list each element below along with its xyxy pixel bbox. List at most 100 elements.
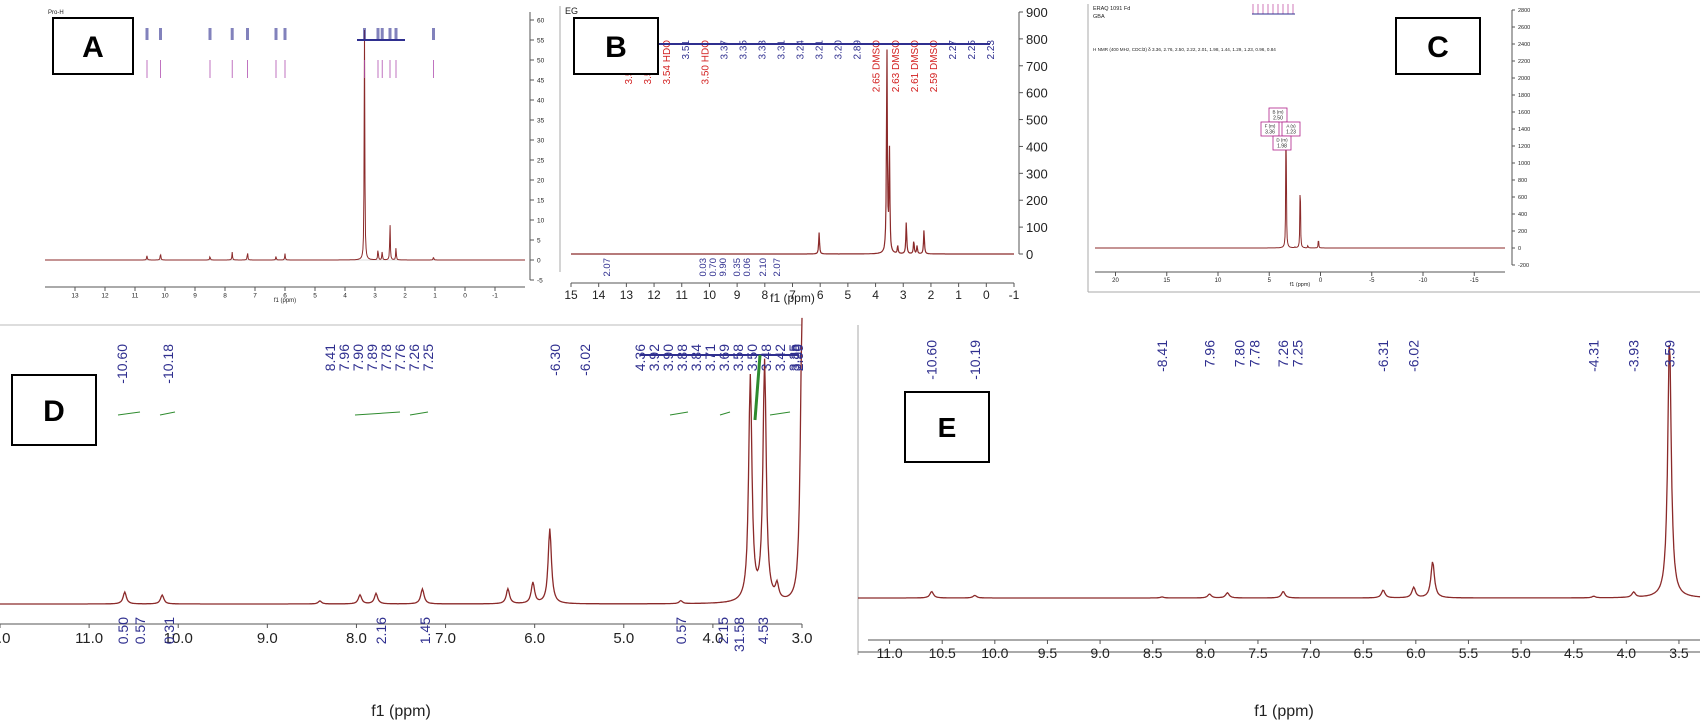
peak-label-D-16: 3.84 xyxy=(688,344,704,371)
box-label-line1-C-3: D (m) xyxy=(1276,138,1288,143)
x-tick-label-A-12: 1 xyxy=(433,293,437,300)
peak-label-E-0: -10.60 xyxy=(924,340,940,380)
x-tick-label-C-1: 15 xyxy=(1163,278,1170,284)
integral-label-B-7: 2.07 xyxy=(772,258,783,277)
peak-label-B-11: 3.24 xyxy=(796,40,807,60)
y-tick-label-C-3: 2200 xyxy=(1518,59,1530,65)
integral-label-B-4: 0.35 xyxy=(732,258,743,277)
y-tick-label-A-4: 40 xyxy=(537,97,545,104)
box-label-C-1 xyxy=(1260,121,1280,137)
peak-label-D-25: 2.99 xyxy=(790,344,806,371)
y-tick-label-C-1: 2600 xyxy=(1518,25,1530,31)
panel-label-D: D xyxy=(43,395,65,428)
x-tick-label-A-14: -1 xyxy=(492,293,498,300)
box-label-line2-C-0: 2.50 xyxy=(1273,116,1283,122)
peak-label-D-6: 7.78 xyxy=(378,344,394,371)
peak-label-A-5 xyxy=(274,28,278,40)
x-tick-label-B-1: 14 xyxy=(592,288,606,302)
y-tick-label-C-5: 1800 xyxy=(1518,93,1530,99)
peak-label-B-8: 3.35 xyxy=(738,40,749,60)
spectrum-trace-B xyxy=(571,49,1014,255)
peak-label-E-3: 7.96 xyxy=(1202,340,1218,367)
integral-label-B-2: 0.70 xyxy=(708,258,719,277)
y-tick-label-B-1: 800 xyxy=(1026,32,1048,47)
x-tick-label-A-5: 8 xyxy=(223,293,227,300)
peak-label-D-22: 3.42 xyxy=(772,344,788,371)
x-tick-label-B-3: 12 xyxy=(647,288,661,302)
y-tick-label-C-7: 1400 xyxy=(1518,127,1530,133)
integral-label-B-6: 2.10 xyxy=(758,258,769,277)
y-tick-label-C-15: -200 xyxy=(1518,263,1529,269)
peak-label-B-5: 3.51 xyxy=(681,40,692,60)
x-tick-label-B-5: 10 xyxy=(703,288,717,302)
y-tick-label-B-8: 100 xyxy=(1026,220,1048,235)
integral-stub-D-6 xyxy=(769,411,791,416)
peak-label-E-7: 7.25 xyxy=(1289,340,1305,367)
peak-label-D-10: -6.30 xyxy=(547,344,563,376)
x-tick-label-B-2: 13 xyxy=(620,288,634,302)
x-tick-label-D-5: 7.0 xyxy=(435,630,456,647)
peak-label-D-20: 3.50 xyxy=(744,344,760,371)
panel-label-C: C xyxy=(1427,31,1449,64)
y-tick-label-B-7: 200 xyxy=(1026,193,1048,208)
peak-label-D-11: -6.02 xyxy=(577,344,593,376)
integral-label-D-4: 1.45 xyxy=(417,617,433,644)
peak-label-D-18: 3.69 xyxy=(716,344,732,371)
peak-label-B-18: 2.59 DMSO xyxy=(929,40,940,92)
x-tick-label-E-4: 9.0 xyxy=(1090,645,1110,661)
peak-label-D-12: 4.36 xyxy=(632,344,648,371)
chart-title-A: Pro-H xyxy=(48,10,64,16)
integral-label-B-3: 9.90 xyxy=(718,258,729,277)
peak-label-B-19: 2.27 xyxy=(948,40,959,60)
x-tick-label-A-4: 9 xyxy=(193,293,197,300)
integral-label-D-6: 2.15 xyxy=(715,617,731,644)
x-tick-label-E-11: 5.5 xyxy=(1459,645,1479,661)
x-axis-title-E: f1 (ppm) xyxy=(1254,703,1314,720)
integral-label-D-1: 0.57 xyxy=(132,617,148,644)
panel-e: 11.0 10.5 10.0 9.5 9.0 8.5 8.0 7.5 7.0 6.5 6.0 5.5 5… xyxy=(857,325,1701,720)
x-tick-label-B-16: -1 xyxy=(1009,288,1020,302)
y-tick-label-A-9: 15 xyxy=(537,197,545,204)
y-tick-label-B-6: 300 xyxy=(1026,166,1048,181)
panel-c: ERAQ 1091 Fd GBA H NMR (400 MHz, CDCl3) δ … xyxy=(1087,4,1700,293)
x-tick-label-E-15: 3.5 xyxy=(1669,645,1689,661)
peak-label-B-9: 3.33 xyxy=(757,40,768,60)
integral-stub-D-1 xyxy=(159,411,176,416)
peak-label-A-10 xyxy=(388,28,392,40)
peak-label-B-15: 2.65 DMSO xyxy=(872,40,883,92)
panel-label-box-A xyxy=(52,17,134,75)
x-tick-label-C-5: -5 xyxy=(1369,278,1375,284)
x-axis-title-B: f1 (ppm) xyxy=(770,291,815,305)
panel-label-box-B xyxy=(573,17,659,75)
integral-label-D-2: 0.31 xyxy=(161,617,177,644)
peak-label-D-3: 7.96 xyxy=(336,344,352,371)
x-tick-label-E-7: 7.5 xyxy=(1248,645,1268,661)
x-tick-label-C-7: -15 xyxy=(1470,278,1479,284)
y-tick-label-A-1: 55 xyxy=(537,37,545,44)
x-tick-label-E-9: 6.5 xyxy=(1353,645,1373,661)
peak-label-B-12: 3.21 xyxy=(815,40,826,60)
y-tick-label-A-12: 0 xyxy=(537,257,541,264)
peak-label-A-3 xyxy=(230,28,234,40)
y-tick-label-C-8: 1200 xyxy=(1518,144,1530,150)
integral-stub-D-2 xyxy=(354,411,401,416)
x-tick-label-E-3: 9.5 xyxy=(1038,645,1058,661)
panel-label-box-E xyxy=(904,391,990,463)
peak-label-D-24: 3.28 xyxy=(788,344,804,371)
peak-label-E-1: -10.19 xyxy=(967,340,983,380)
x-tick-label-A-7: 6 xyxy=(283,293,287,300)
x-tick-label-A-0: 13 xyxy=(71,293,79,300)
peak-label-D-0: -10.60 xyxy=(114,344,130,384)
x-tick-label-B-9: 6 xyxy=(817,288,824,302)
x-tick-label-E-13: 4.5 xyxy=(1564,645,1584,661)
x-tick-label-B-10: 5 xyxy=(845,288,852,302)
y-tick-label-A-11: 5 xyxy=(537,237,541,244)
x-tick-label-E-5: 8.5 xyxy=(1143,645,1163,661)
peak-label-B-6: 3.50 HDO xyxy=(700,40,711,85)
panel-label-box-D xyxy=(11,374,97,446)
peak-label-B-7: 3.37 xyxy=(719,40,730,60)
x-tick-label-C-3: 5 xyxy=(1268,278,1272,284)
